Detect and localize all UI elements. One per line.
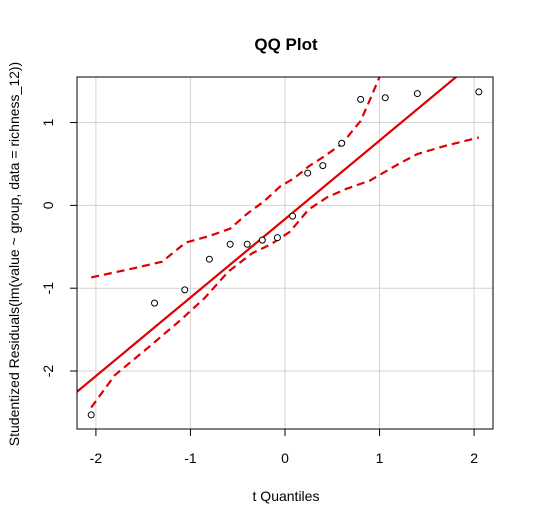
x-tick-label: 2	[470, 450, 478, 466]
data-point	[258, 236, 266, 244]
data-point	[338, 139, 346, 147]
grid-lines	[77, 77, 493, 429]
data-point	[226, 240, 234, 248]
confidence-envelope	[90, 77, 480, 409]
y-tick-label: 0	[40, 201, 56, 209]
data-point	[304, 169, 312, 177]
data-point	[181, 286, 189, 294]
data-point	[357, 95, 365, 103]
data-point	[289, 212, 297, 220]
chart-title: QQ Plot	[254, 35, 318, 54]
x-tick-label: -2	[90, 450, 103, 466]
x-axis-label: t Quantiles	[253, 488, 320, 504]
reference-line	[77, 77, 458, 393]
reference-line-segment	[77, 77, 458, 393]
envelope-lower-line	[90, 136, 480, 409]
x-tick-label: -1	[184, 450, 197, 466]
data-point	[87, 411, 95, 419]
data-point	[381, 94, 389, 102]
data-point	[319, 162, 327, 170]
data-point	[413, 90, 421, 98]
y-tick-label: 1	[40, 118, 56, 126]
y-tick-label: -2	[40, 365, 56, 378]
data-point	[243, 240, 251, 248]
data-point	[151, 299, 159, 307]
y-tick-label: -1	[40, 282, 56, 295]
data-point	[475, 88, 483, 96]
data-point	[205, 255, 213, 263]
x-tick-label: 1	[376, 450, 384, 466]
plot-frame	[76, 76, 494, 430]
envelope-upper-line	[90, 77, 381, 279]
axes: -2 -1 0 1 2 -2 -1 0 1	[40, 118, 478, 466]
y-axis-label: Studentized Residuals(lm(value ~ group, …	[6, 62, 22, 446]
data-point	[273, 234, 281, 242]
x-tick-label: 0	[281, 450, 289, 466]
data-points	[87, 88, 483, 419]
